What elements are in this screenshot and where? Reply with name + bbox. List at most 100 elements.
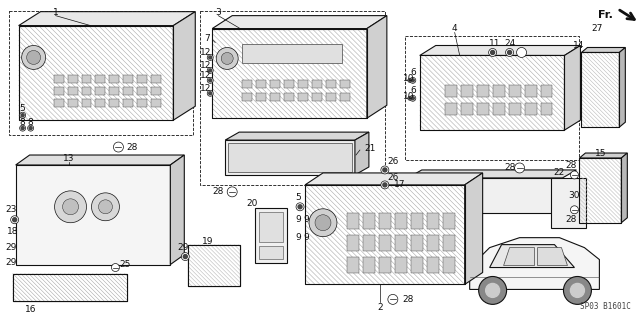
Circle shape: [296, 203, 304, 211]
Text: 5: 5: [295, 193, 301, 202]
Bar: [379, 256, 391, 272]
Circle shape: [570, 284, 584, 297]
Text: 9: 9: [295, 233, 301, 242]
Text: 30: 30: [569, 191, 580, 200]
Text: 17: 17: [394, 180, 406, 189]
Bar: [138, 99, 147, 107]
Bar: [552, 178, 586, 228]
Text: 23: 23: [5, 205, 17, 214]
Circle shape: [20, 112, 26, 118]
Bar: [259, 212, 283, 241]
Text: 9: 9: [295, 215, 301, 224]
Bar: [581, 52, 620, 127]
Circle shape: [22, 46, 45, 70]
Polygon shape: [621, 153, 627, 223]
Bar: [395, 213, 407, 229]
Text: 22: 22: [554, 168, 565, 177]
Bar: [579, 158, 621, 223]
Bar: [541, 103, 552, 115]
Bar: [405, 35, 579, 160]
Bar: [443, 213, 454, 229]
Bar: [188, 245, 240, 286]
Text: 28: 28: [504, 163, 515, 173]
Bar: [152, 99, 161, 107]
Text: 29: 29: [5, 243, 17, 252]
Bar: [54, 75, 63, 83]
Circle shape: [207, 78, 213, 83]
Bar: [81, 75, 92, 83]
Circle shape: [315, 215, 331, 231]
Circle shape: [309, 209, 337, 237]
Text: 20: 20: [246, 199, 258, 208]
Bar: [152, 87, 161, 95]
Polygon shape: [470, 238, 600, 289]
Circle shape: [383, 168, 387, 172]
Bar: [270, 93, 280, 101]
Bar: [95, 87, 106, 95]
Bar: [68, 75, 77, 83]
Circle shape: [207, 67, 213, 73]
Text: 3: 3: [215, 8, 221, 17]
Bar: [225, 140, 355, 175]
Bar: [379, 213, 391, 229]
Circle shape: [207, 55, 213, 60]
Text: Fr.: Fr.: [598, 10, 613, 20]
Text: 19: 19: [202, 237, 213, 246]
Polygon shape: [581, 48, 625, 52]
Circle shape: [488, 48, 497, 56]
Text: 6: 6: [410, 86, 415, 95]
Bar: [242, 93, 252, 101]
Bar: [363, 213, 375, 229]
Bar: [411, 213, 423, 229]
Bar: [284, 80, 294, 88]
Bar: [525, 103, 536, 115]
Circle shape: [28, 125, 34, 131]
Text: 29: 29: [178, 243, 189, 252]
Bar: [124, 99, 133, 107]
Circle shape: [486, 284, 500, 297]
Bar: [581, 52, 620, 127]
Bar: [68, 87, 77, 95]
Circle shape: [29, 127, 32, 130]
Bar: [420, 56, 564, 130]
Bar: [124, 87, 133, 95]
Circle shape: [63, 199, 79, 215]
Text: 16: 16: [25, 305, 36, 314]
Bar: [312, 93, 322, 101]
Text: 28: 28: [566, 161, 577, 170]
Text: 29: 29: [5, 258, 17, 267]
Text: 10: 10: [403, 74, 415, 83]
Text: 12: 12: [200, 61, 211, 70]
Bar: [109, 99, 120, 107]
Circle shape: [388, 294, 398, 304]
Circle shape: [409, 79, 411, 81]
Text: 25: 25: [120, 260, 131, 269]
Text: 14: 14: [573, 41, 584, 50]
Circle shape: [408, 78, 412, 82]
Bar: [326, 93, 336, 101]
Circle shape: [298, 205, 302, 209]
Bar: [95, 75, 106, 83]
Circle shape: [113, 142, 124, 152]
Polygon shape: [225, 132, 369, 140]
Text: 5: 5: [20, 104, 26, 113]
Bar: [19, 26, 173, 120]
Bar: [443, 256, 454, 272]
Bar: [312, 80, 322, 88]
Bar: [109, 87, 120, 95]
Bar: [188, 245, 240, 286]
Polygon shape: [212, 16, 387, 29]
Text: SP03 B1601C: SP03 B1601C: [580, 302, 631, 311]
Polygon shape: [465, 173, 483, 285]
Circle shape: [412, 97, 414, 100]
Circle shape: [410, 95, 416, 101]
Circle shape: [21, 127, 24, 130]
Circle shape: [506, 48, 513, 56]
Polygon shape: [305, 173, 483, 185]
Bar: [347, 256, 359, 272]
Bar: [255, 208, 287, 263]
Bar: [541, 85, 552, 97]
Bar: [13, 273, 127, 301]
Text: 15: 15: [595, 149, 606, 158]
Text: 7: 7: [204, 34, 210, 43]
